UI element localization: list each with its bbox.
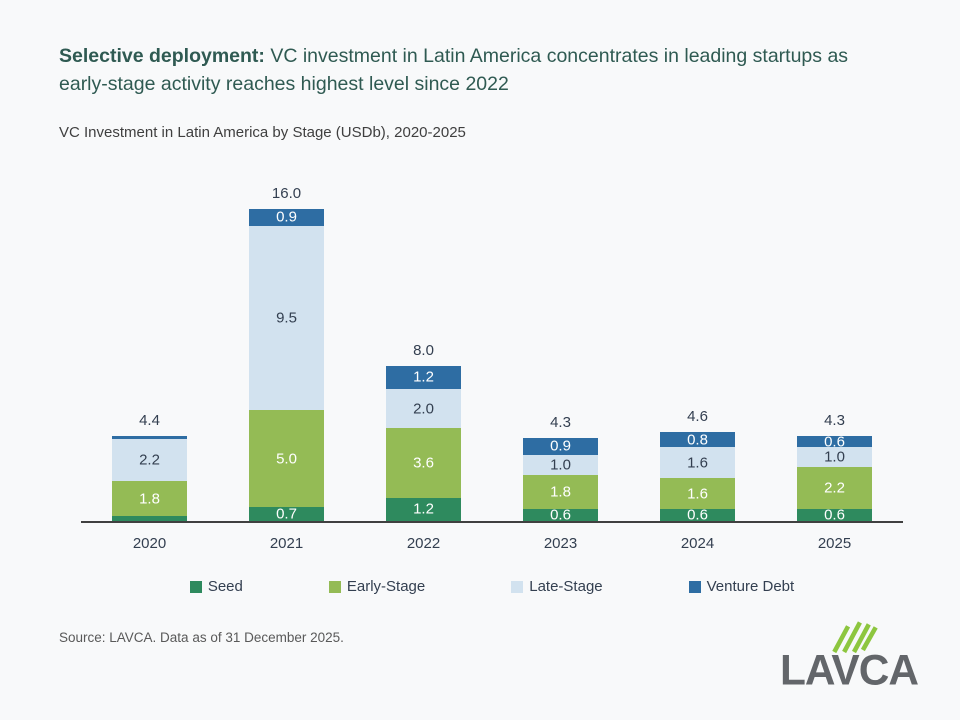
page-title-emphasis: Selective deployment: [59,45,265,67]
bar-segment-venture-debt: 0.8 [660,431,735,449]
logo-slashes-icon [832,621,878,654]
legend-label: Early-Stage [346,578,426,595]
legend-item-venture-debt: Venture Debt [688,578,795,595]
page-title-text: VC investment in Latin America concentra… [59,45,849,95]
bar-segment-venture-debt: 0.9 [523,437,598,456]
segment-value-label: 9.5 [276,309,297,327]
segment-value-label: 1.6 [687,485,708,503]
bar-segment-venture-debt: 0.9 [249,208,324,227]
segment-value-label: 1.6 [687,454,708,472]
bar-stack: 0.7 5.0 9.5 0.9 [249,208,324,523]
segment-value-label: 1.0 [550,456,571,474]
legend-swatch-late-stage-icon [511,580,524,593]
legend-swatch-seed-icon [189,580,202,593]
bar-column-2021: 16.0 0.7 5.0 9.5 0.9 [218,184,355,523]
segment-value-label: 0.6 [550,506,571,524]
segment-value-label: 1.8 [139,490,160,508]
bar-total-label: 4.3 [824,411,845,429]
segment-value-label: 0.6 [687,506,708,524]
bar-segment-late-stage: 2.0 [386,389,461,428]
bar-segment-venture-debt [112,435,187,439]
bars-row: 4.4 1.8 2.2 16.0 0.7 5.0 9.5 0.9 8.0 1.2 3.6 2.0 1.2… [81,181,903,524]
stacked-bar-chart: 4.4 1.8 2.2 16.0 0.7 5.0 9.5 0.9 8.0 1.2 3.6 2.0 1.2… [81,181,903,595]
bar-total-label: 4.6 [687,407,708,425]
x-axis-label: 2022 [406,535,441,552]
bar-total-label: 4.3 [550,413,571,431]
bar-segment-early-stage: 1.8 [112,481,187,517]
bar-stack: 1.8 2.2 [112,435,187,521]
bar-column-2020: 4.4 1.8 2.2 [81,412,218,521]
segment-value-label: 2.0 [413,400,434,417]
source-note: Source: LAVCA. Data as of 31 December 20… [59,630,344,645]
logo-text: LAVCA [780,647,918,690]
bar-total-label: 4.4 [139,411,160,429]
bar-column-2024: 4.6 0.6 1.6 1.6 0.8 [629,407,766,524]
bar-segment-seed: 0.6 [797,506,872,524]
segment-value-label: 0.9 [550,437,571,455]
segment-value-label: 2.2 [139,451,160,469]
x-axis-label: 2024 [680,535,715,552]
bar-segment-early-stage: 1.6 [660,478,735,510]
x-axis-label: 2025 [817,535,852,552]
x-axis-label: 2023 [543,535,578,552]
segment-value-label: 0.9 [276,208,297,226]
bar-column-2022: 8.0 1.2 3.6 2.0 1.2 [355,342,492,521]
bar-segment-seed: 1.2 [386,497,461,521]
segment-value-label: 1.2 [413,368,434,386]
chart-subtitle: VC Investment in Latin America by Stage … [59,124,466,141]
x-axis-label: 2021 [269,535,304,552]
bar-segment-venture-debt: 0.6 [797,433,872,451]
bar-segment-late-stage: 1.6 [660,447,735,479]
segment-value-label: 0.6 [824,433,845,451]
page-title: Selective deployment: VC investment in L… [59,42,859,98]
bar-segment-seed: 0.6 [660,506,735,524]
bar-segment-early-stage: 3.6 [386,427,461,498]
legend-swatch-venture-debt-icon [688,580,701,593]
x-axis-line [81,521,903,523]
bar-segment-late-stage: 9.5 [249,226,324,411]
bar-segment-seed: 0.6 [523,506,598,524]
segment-value-label: 1.2 [413,500,434,518]
segment-value-label: 0.8 [687,431,708,449]
chart-legend: Seed Early-Stage Late-Stage Venture Debt [81,578,903,595]
segment-value-label: 3.6 [413,454,434,472]
bar-segment-seed [112,516,187,521]
bar-stack: 0.6 2.2 1.0 0.6 [797,433,872,524]
segment-value-label: 0.6 [824,506,845,524]
legend-label: Seed [207,578,243,595]
bar-segment-seed: 0.7 [249,505,324,523]
bar-column-2023: 4.3 0.6 1.8 1.0 0.9 [492,413,629,524]
segment-value-label: 1.8 [550,483,571,501]
bar-segment-early-stage: 1.8 [523,474,598,510]
bar-segment-venture-debt: 1.2 [386,365,461,390]
footer: Source: LAVCA. Data as of 31 December 20… [59,614,928,690]
segment-value-label: 5.0 [276,450,297,468]
legend-item-early-stage: Early-Stage [328,578,426,595]
bar-stack: 1.2 3.6 2.0 1.2 [386,365,461,521]
x-axis-label: 2020 [132,535,167,552]
bar-segment-early-stage: 2.2 [797,466,872,510]
legend-label: Venture Debt [706,578,795,595]
x-axis-labels: 2020 2021 2022 2023 2024 2025 [81,535,903,552]
legend-item-late-stage: Late-Stage [511,578,603,595]
bar-segment-early-stage: 5.0 [249,410,324,508]
segment-value-label: 2.2 [824,479,845,497]
bar-column-2025: 4.3 0.6 2.2 1.0 0.6 [766,411,903,524]
segment-value-label: 1.0 [824,448,845,466]
legend-label: Late-Stage [529,578,603,595]
bar-total-label: 16.0 [271,184,302,202]
segment-value-label: 0.7 [276,505,297,523]
bar-total-label: 8.0 [413,341,434,359]
lavca-logo: LAVCA [780,621,919,690]
bar-stack: 0.6 1.6 1.6 0.8 [660,431,735,524]
bar-segment-late-stage: 1.0 [523,455,598,475]
bar-segment-late-stage: 2.2 [112,438,187,482]
bar-segment-late-stage: 1.0 [797,447,872,467]
legend-item-seed: Seed [189,578,243,595]
legend-swatch-early-stage-icon [328,580,341,593]
bar-stack: 0.6 1.8 1.0 0.9 [523,437,598,524]
